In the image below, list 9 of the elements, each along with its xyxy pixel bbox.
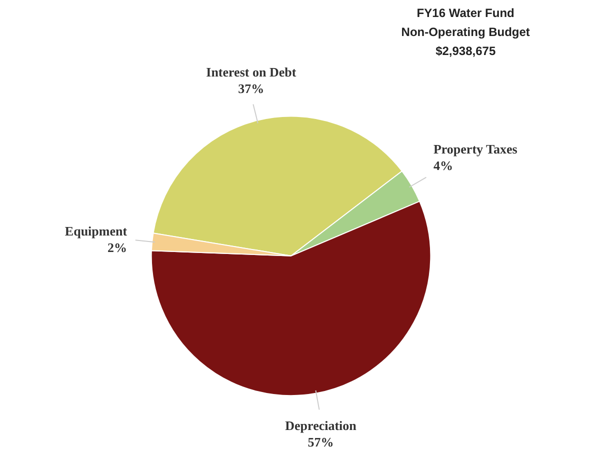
slice-label: Depreciation — [285, 418, 358, 433]
slice-label: Equipment — [64, 224, 128, 239]
data-label: 4% — [433, 158, 453, 174]
slice-label: Interest on Debt — [206, 64, 297, 80]
data-label: 37% — [238, 81, 264, 96]
slice-label: Property Taxes — [433, 142, 518, 157]
data-label: 57% — [308, 434, 334, 450]
data-label: 2% — [108, 240, 128, 256]
chart-title: FY16 Water Fund Non-Operating Budget $2,938,675 — [401, 6, 530, 58]
